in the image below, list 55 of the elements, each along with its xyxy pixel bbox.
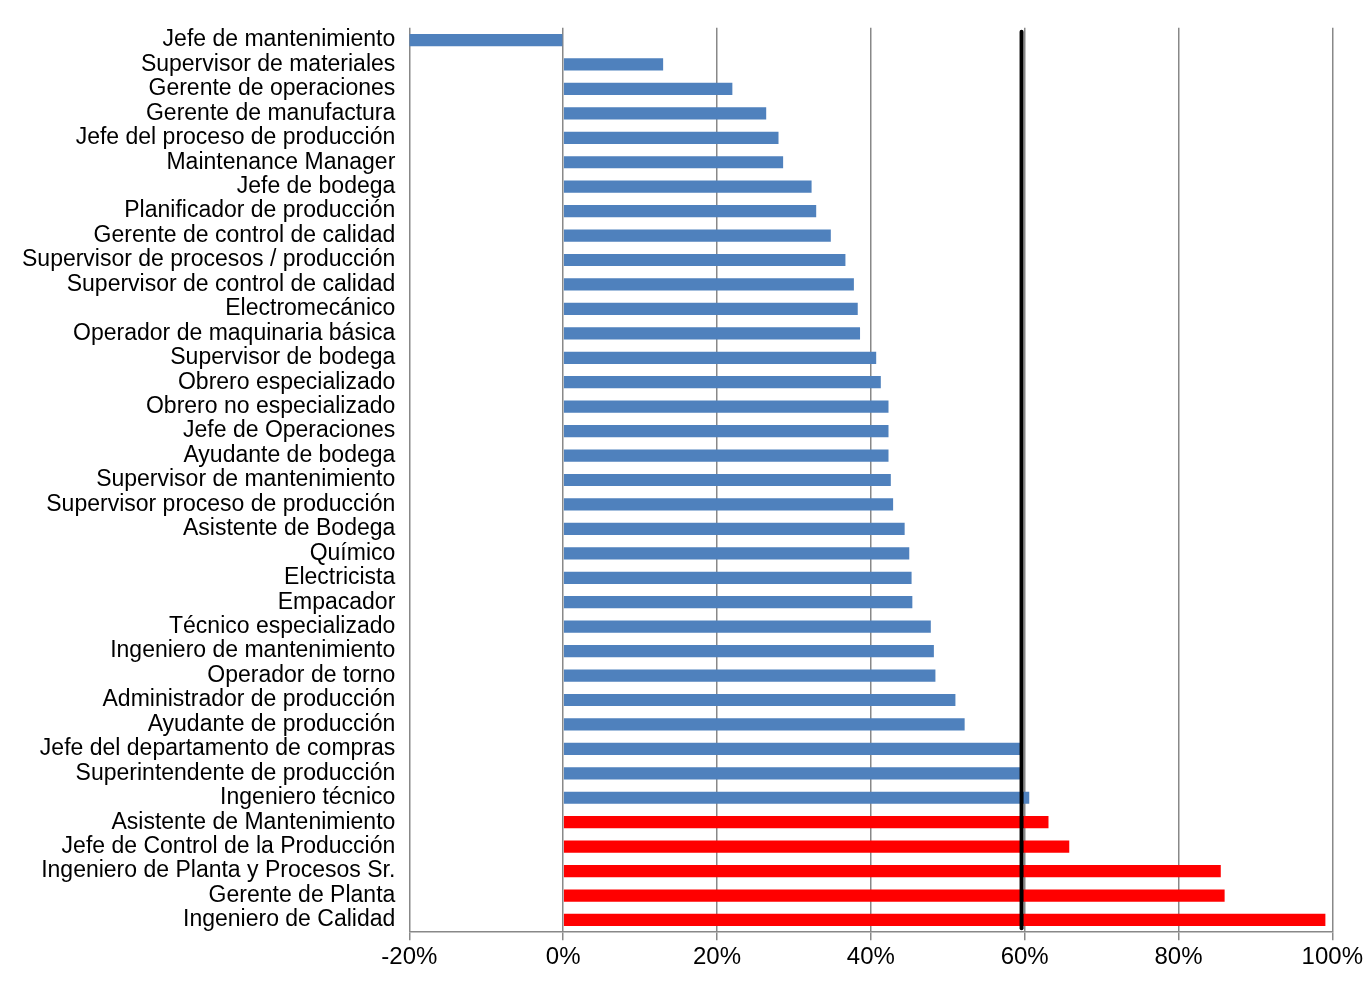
y-tick-label: Operador de maquinaria básica [73, 318, 396, 345]
bar [563, 425, 889, 438]
bar [563, 816, 1049, 829]
bar [563, 644, 934, 658]
bar [563, 376, 881, 389]
bar [563, 718, 965, 731]
bar [563, 791, 1030, 804]
bar [563, 400, 889, 413]
bar [563, 107, 767, 120]
y-tick-label: Electromecánico [225, 294, 396, 321]
y-tick-label: Ingeniero de Planta y Procesos Sr. [41, 856, 396, 883]
bar [563, 571, 912, 584]
bar [563, 180, 812, 193]
bar [563, 302, 858, 316]
bar [563, 131, 779, 144]
x-tick-label: 40% [846, 942, 895, 970]
y-tick-label: Empacador [277, 587, 396, 614]
bar [563, 596, 913, 609]
bar [563, 889, 1225, 902]
bar [563, 767, 1023, 780]
x-tick-label: 0% [545, 942, 581, 970]
bar [409, 33, 563, 47]
bar [563, 351, 877, 364]
bar [563, 840, 1070, 853]
bar [563, 669, 936, 682]
x-tick-label: 60% [1000, 942, 1049, 970]
y-tick-label: Jefe de Control de la Producción [61, 831, 396, 858]
y-tick-label: Jefe del proceso de producción [75, 123, 396, 150]
bar [563, 205, 817, 218]
x-tick-label: 80% [1154, 942, 1203, 970]
bar [563, 449, 889, 462]
y-tick-label: Supervisor de materiales [140, 49, 396, 76]
x-tick-label: -20% [381, 942, 438, 970]
y-tick-label: Ingeniero de Calidad [183, 905, 396, 932]
bar [563, 82, 733, 96]
bar [563, 278, 854, 291]
bar [563, 498, 894, 511]
bar [563, 742, 1021, 755]
y-tick-label: Jefe de mantenimiento [162, 25, 396, 52]
bar [563, 327, 861, 340]
bar [563, 156, 784, 169]
y-tick-label: Supervisor de procesos / producción [22, 245, 396, 272]
y-tick-label: Operador de torno [207, 660, 396, 687]
x-tick-label: 20% [692, 942, 741, 970]
bar [563, 522, 905, 535]
bar [563, 229, 831, 242]
bar [563, 58, 664, 71]
bar [563, 913, 1326, 927]
bar [563, 253, 846, 267]
bar [563, 547, 910, 560]
x-tick-label: 100% [1301, 942, 1363, 970]
bar [563, 693, 956, 707]
bar [563, 473, 891, 487]
bar [563, 864, 1221, 878]
bar [563, 620, 931, 633]
